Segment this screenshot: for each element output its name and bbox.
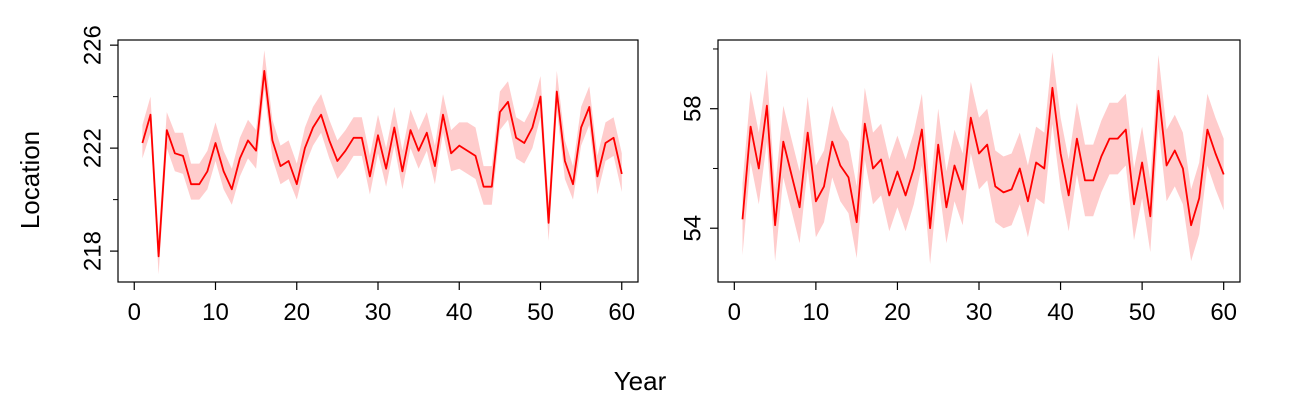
x-tick-label: 0 [128,299,141,326]
x-tick-label: 20 [884,299,911,326]
confidence-band-0 [142,50,622,275]
y-tick-label: 226 [79,25,106,65]
x-axis-title: Year [614,366,667,396]
x-tick-label: 50 [1129,299,1156,326]
right-panel: 0 10 20 30 40 50 60 54 58 [679,39,1241,326]
series-line-0 [741,86,1225,230]
x-tick-label: 20 [283,299,310,326]
x-tick-label: 30 [966,299,993,326]
x-tick-label: 30 [365,299,392,326]
x-tick-label: 60 [1210,299,1237,326]
x-tick-label: 0 [728,299,741,326]
x-tick-label: 40 [446,299,473,326]
y-tick-label: 54 [679,215,706,242]
x-tick-label: 40 [1047,299,1074,326]
confidence-band-0 [742,52,1224,265]
left-panel: 0 10 20 30 40 50 60 218 222 226 [79,25,639,326]
x-tick-label: 10 [202,299,229,326]
x-tick-label: 60 [608,299,635,326]
plot-frame [117,39,639,283]
y-axis-title: Location [15,131,45,229]
y-tick-label: 218 [79,231,106,271]
y-tick-label: 58 [679,95,706,122]
y-tick-label: 222 [79,128,106,168]
series-line-0 [141,70,623,258]
x-tick-label: 10 [803,299,830,326]
x-tick-label: 50 [527,299,554,326]
